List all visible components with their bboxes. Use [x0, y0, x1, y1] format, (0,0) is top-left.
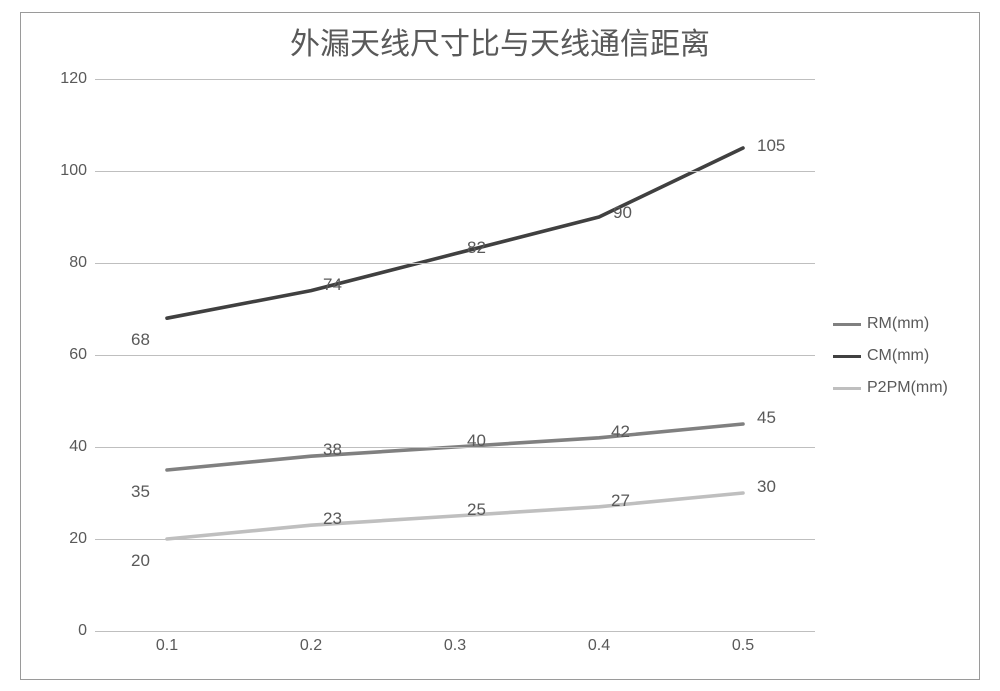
- data-label: 23: [323, 509, 342, 529]
- gridline-y: [95, 539, 815, 540]
- chart-title: 外漏天线尺寸比与天线通信距离: [21, 19, 979, 63]
- legend-item: P2PM(mm): [833, 379, 948, 397]
- data-label: 30: [757, 477, 776, 497]
- x-tick-label: 0.2: [300, 631, 322, 655]
- series-line: [167, 148, 743, 318]
- data-label: 105: [757, 136, 785, 156]
- y-tick-label: 0: [78, 622, 95, 640]
- gridline-y: [95, 355, 815, 356]
- gridline-y: [95, 447, 815, 448]
- y-tick-label: 20: [69, 530, 95, 548]
- x-tick-label: 0.1: [156, 631, 178, 655]
- data-label: 45: [757, 408, 776, 428]
- data-label: 90: [613, 203, 632, 223]
- legend-swatch: [833, 323, 861, 326]
- gridline-y: [95, 171, 815, 172]
- x-tick-label: 0.5: [732, 631, 754, 655]
- legend: RM(mm) CM(mm) P2PM(mm): [833, 301, 948, 411]
- gridline-y: [95, 263, 815, 264]
- data-label: 38: [323, 440, 342, 460]
- y-tick-label: 40: [69, 438, 95, 456]
- data-label: 68: [131, 330, 150, 350]
- legend-item: RM(mm): [833, 315, 948, 333]
- gridline-y: [95, 79, 815, 80]
- data-label: 35: [131, 482, 150, 502]
- legend-label: CM(mm): [867, 347, 929, 365]
- plot-area: 0204060801001200.10.20.30.40.53538404245…: [95, 79, 815, 631]
- data-label: 27: [611, 491, 630, 511]
- series-line: [167, 493, 743, 539]
- data-label: 42: [611, 422, 630, 442]
- data-label: 40: [467, 431, 486, 451]
- legend-item: CM(mm): [833, 347, 948, 365]
- data-label: 25: [467, 500, 486, 520]
- y-tick-label: 60: [69, 346, 95, 364]
- data-label: 20: [131, 551, 150, 571]
- x-tick-label: 0.3: [444, 631, 466, 655]
- x-tick-label: 0.4: [588, 631, 610, 655]
- data-label: 82: [467, 238, 486, 258]
- legend-swatch: [833, 355, 861, 358]
- chart-frame: 外漏天线尺寸比与天线通信距离 0 20 40 60 80 100 120 0.1 0.2 0.3 0…: [20, 12, 980, 680]
- data-label: 74: [323, 275, 342, 295]
- y-tick-label: 120: [60, 70, 95, 88]
- y-tick-label: 100: [60, 162, 95, 180]
- legend-label: P2PM(mm): [867, 379, 948, 397]
- legend-label: RM(mm): [867, 315, 929, 333]
- y-tick-label: 80: [69, 254, 95, 272]
- legend-swatch: [833, 387, 861, 390]
